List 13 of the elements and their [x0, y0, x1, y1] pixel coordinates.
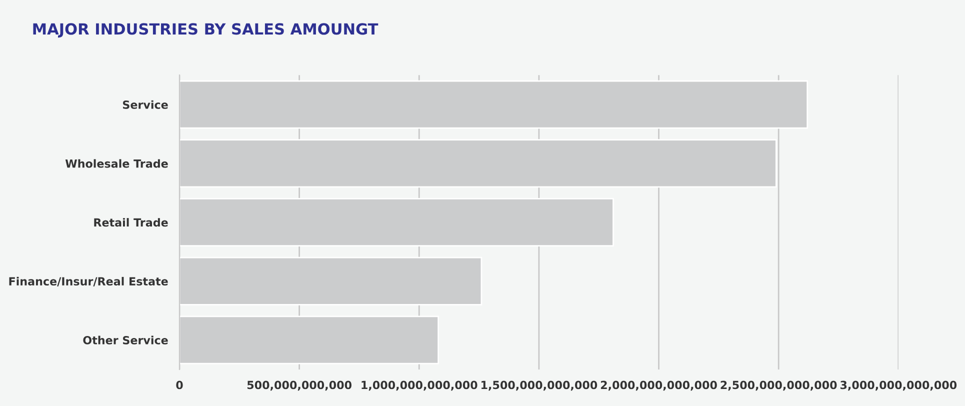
y-tick-label: Wholesale Trade: [65, 159, 168, 168]
y-tick-label: Finance/Insur/Real Estate: [9, 276, 168, 286]
y-tick-label: Other Service: [83, 336, 168, 344]
x-tick-label: 2,000,000,000,000: [600, 380, 717, 391]
y-tick-label: Service: [122, 100, 168, 109]
y-tick-label: Retail Trade: [94, 218, 168, 227]
x-tick-label: 1,500,000,000,000: [482, 380, 598, 391]
chart-title: MAJOR INDUSTRIES BY SALES AMOUNGT: [33, 23, 378, 38]
x-tick-label: 2,500,000,000,000: [720, 380, 837, 391]
x-tick-label: 3,000,000,000,000: [840, 380, 957, 391]
x-tick-label: 500,000,000,000: [247, 380, 352, 391]
x-tick-label: 1,000,000,000,000: [362, 380, 478, 391]
x-tick-label: 0: [176, 380, 183, 390]
